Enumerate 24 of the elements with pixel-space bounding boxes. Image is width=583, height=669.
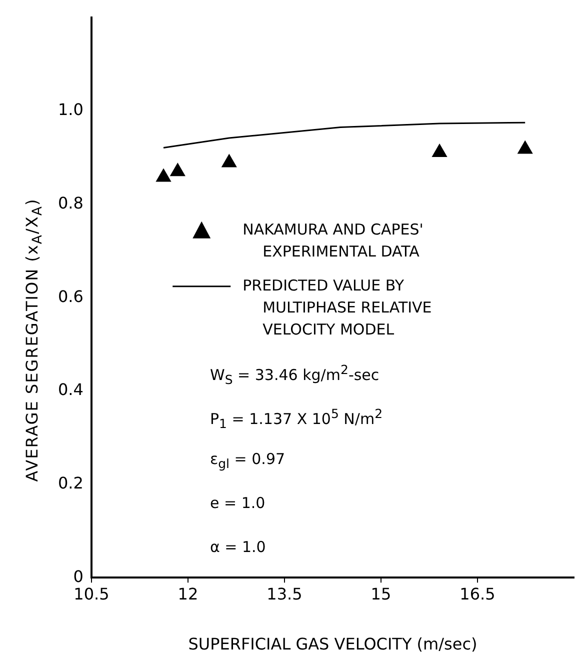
x-tick-label: 15 — [370, 584, 392, 604]
point — [432, 144, 447, 157]
point — [518, 140, 533, 154]
y-tick-label: 0.8 — [58, 193, 84, 212]
point — [170, 163, 186, 176]
x-axis-title: SUPERFICIAL GAS VELOCITY (m/sec) — [188, 634, 478, 654]
annotation: e = 1.0 — [210, 494, 266, 514]
y-tick-label: 0.4 — [58, 380, 84, 400]
y-tick-label: 0.6 — [58, 286, 84, 306]
annotation: W$_{S}$ = 33.46 kg/m$^{2}$-sec — [210, 362, 380, 389]
x-tick-label: 16.5 — [460, 584, 496, 604]
x-tick-label: 10.5 — [74, 584, 110, 604]
annotation: ε$_{gl}$ = 0.97 — [210, 450, 286, 473]
y-tick-label: 0.2 — [58, 473, 84, 492]
x-tick-label: 13.5 — [266, 584, 302, 604]
annotation: P$_{1}$ = 1.137 X 10$^{5}$ N/m$^{2}$ — [210, 406, 383, 433]
x-tick-label: 12 — [178, 584, 198, 604]
legend-label: PREDICTED VALUE BY MULTIPHASE RELATIVE VELOCITY MODEL — [242, 276, 432, 338]
point — [222, 154, 237, 168]
y-tick-label: 1.0 — [58, 100, 84, 120]
annotation: α = 1.0 — [210, 538, 267, 558]
legend-label: NAKAMURA AND CAPES' EXPERIMENTAL DATA — [242, 220, 424, 260]
point — [156, 168, 171, 182]
y-tick-label: 0 — [73, 566, 84, 586]
